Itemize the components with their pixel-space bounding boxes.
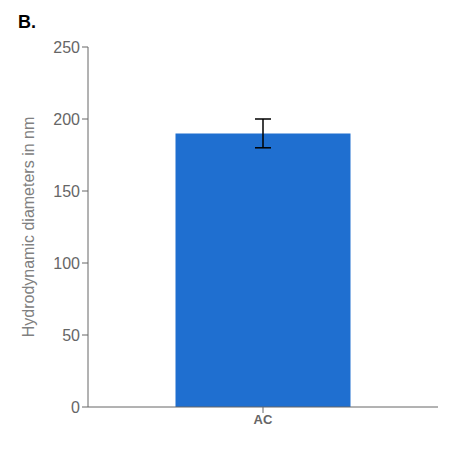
html-text:B.: B. bbox=[18, 12, 36, 32]
svg-text:0: 0 bbox=[71, 399, 80, 416]
svg-text:200: 200 bbox=[53, 111, 80, 128]
svg-text:50: 50 bbox=[62, 327, 80, 344]
svg-text:100: 100 bbox=[53, 255, 80, 272]
svg-text:250: 250 bbox=[53, 39, 80, 56]
svg-text:Hydrodynamic diameters in nm: Hydrodynamic diameters in nm bbox=[20, 117, 37, 338]
svg-text:AC: AC bbox=[254, 412, 273, 427]
svg-text:150: 150 bbox=[53, 183, 80, 200]
